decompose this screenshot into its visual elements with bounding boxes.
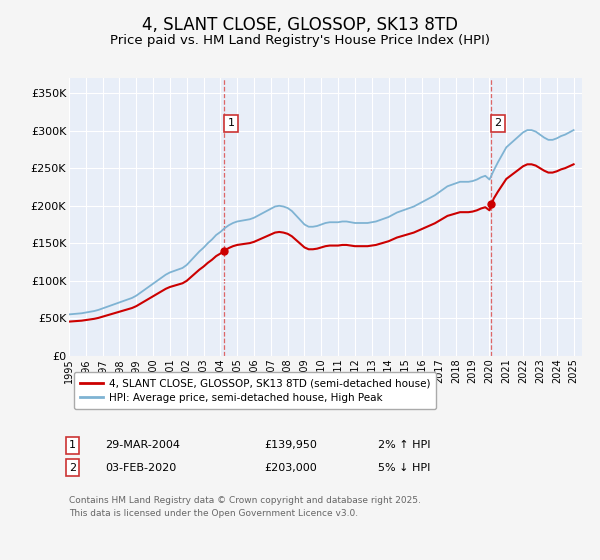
Text: 1: 1 [69, 440, 76, 450]
Text: 2% ↑ HPI: 2% ↑ HPI [378, 440, 431, 450]
Text: 2: 2 [494, 118, 501, 128]
Text: Price paid vs. HM Land Registry's House Price Index (HPI): Price paid vs. HM Land Registry's House … [110, 34, 490, 47]
Text: £203,000: £203,000 [264, 463, 317, 473]
Text: 2: 2 [69, 463, 76, 473]
Text: 4, SLANT CLOSE, GLOSSOP, SK13 8TD: 4, SLANT CLOSE, GLOSSOP, SK13 8TD [142, 16, 458, 34]
Text: 29-MAR-2004: 29-MAR-2004 [105, 440, 180, 450]
Text: 5% ↓ HPI: 5% ↓ HPI [378, 463, 430, 473]
Text: 03-FEB-2020: 03-FEB-2020 [105, 463, 176, 473]
Text: £139,950: £139,950 [264, 440, 317, 450]
Legend: 4, SLANT CLOSE, GLOSSOP, SK13 8TD (semi-detached house), HPI: Average price, sem: 4, SLANT CLOSE, GLOSSOP, SK13 8TD (semi-… [74, 372, 436, 409]
Text: 1: 1 [227, 118, 235, 128]
Text: Contains HM Land Registry data © Crown copyright and database right 2025.
This d: Contains HM Land Registry data © Crown c… [69, 496, 421, 518]
